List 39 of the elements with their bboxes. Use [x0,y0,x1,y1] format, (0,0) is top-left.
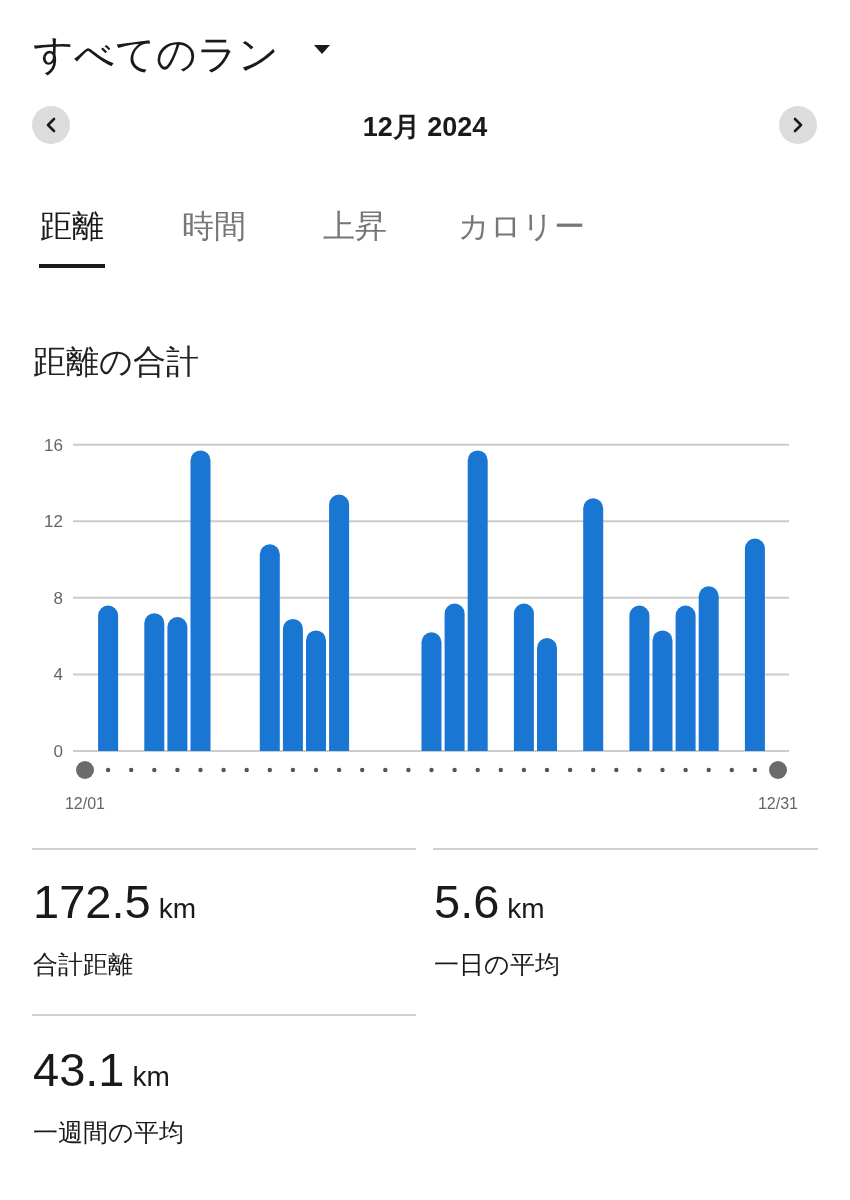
text: すべてのラン [33,32,279,76]
bar [537,638,557,751]
bar [467,450,488,751]
bar [583,498,604,751]
bar [98,605,119,751]
bar [306,630,326,751]
y-tick-label: 0 [53,742,63,761]
text: 合計距離 [33,950,133,978]
y-tick-label: 8 [53,588,63,608]
text: 172.5 km [33,875,196,928]
text: 時間 [182,208,246,244]
y-tick-label: 4 [53,665,63,685]
text: 距離 [40,208,104,244]
text: 一週間の平均 [33,1118,184,1146]
y-tick-label: 16 [44,435,63,455]
text: 43.1 km [33,1043,170,1096]
bar [190,450,211,751]
bar [513,603,534,751]
bar [282,618,303,751]
bar [444,603,465,751]
bar [629,605,650,751]
bar [675,605,696,751]
bar [329,494,350,751]
bar [421,632,442,751]
bar [744,538,765,751]
x-tick-label: 12/01 [64,795,106,812]
text: 一日の平均 [434,950,560,978]
bar [652,630,673,751]
bar [259,544,280,751]
text: 上昇 [323,208,387,244]
bar [698,586,719,751]
bar [144,613,165,751]
text: 12月 2024 [362,112,488,142]
chart-title: 距離の合計 [33,343,199,380]
text: カロリー [458,209,585,244]
y-tick-label: 12 [44,512,63,532]
bar [167,617,188,751]
x-tick-label: 12/31 [757,795,799,812]
text: 5.6 km [434,875,545,928]
